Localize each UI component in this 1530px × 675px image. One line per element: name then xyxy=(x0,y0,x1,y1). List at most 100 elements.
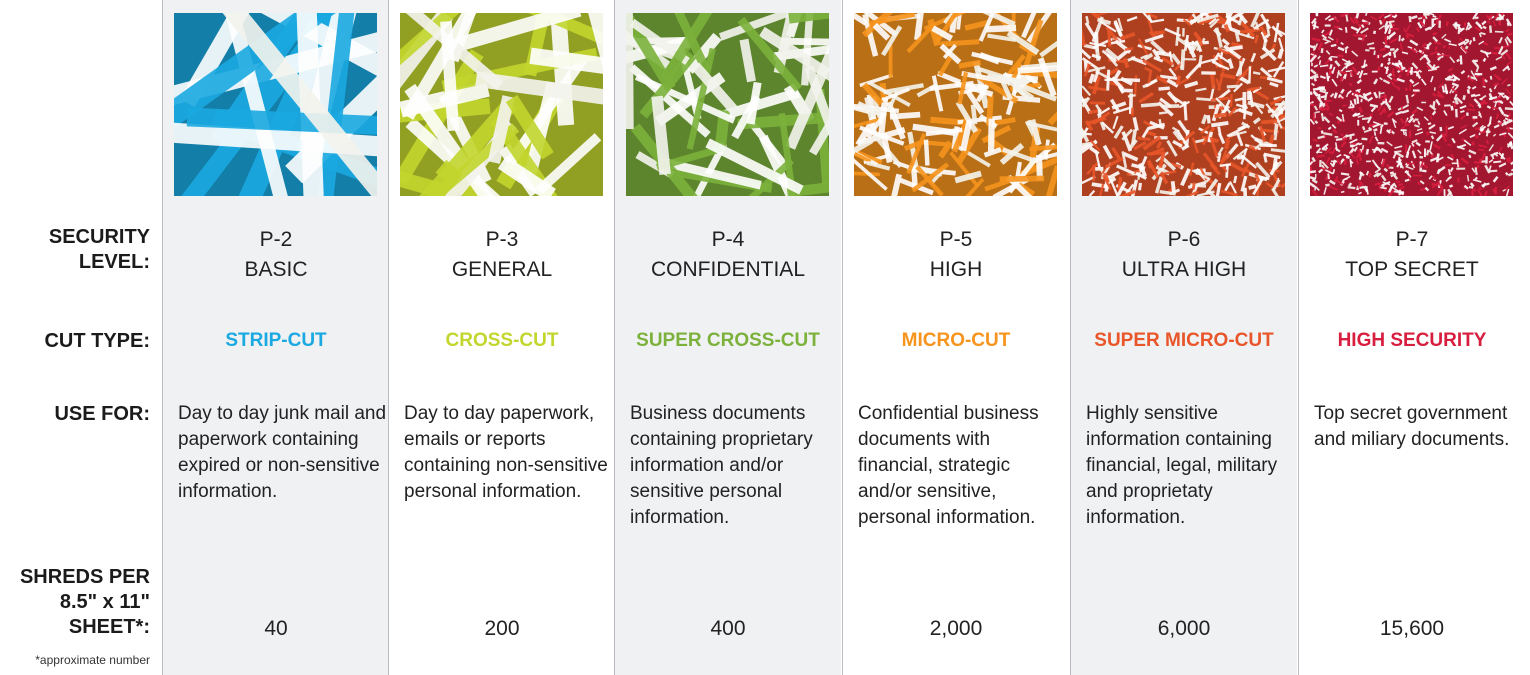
shred xyxy=(1405,24,1411,33)
shred xyxy=(1489,75,1493,80)
shred-image xyxy=(400,13,603,196)
shred xyxy=(1369,113,1374,118)
shred xyxy=(1467,85,1472,90)
shred xyxy=(588,13,603,68)
shred xyxy=(1144,34,1164,43)
shred xyxy=(1393,190,1401,194)
shred xyxy=(1409,78,1415,85)
shred xyxy=(1417,17,1423,20)
shred xyxy=(1138,38,1149,56)
shred xyxy=(1369,103,1379,108)
shreds-per-sheet: 2,000 xyxy=(929,617,983,640)
shred xyxy=(1480,155,1485,162)
shred xyxy=(1358,191,1362,195)
shred xyxy=(1325,72,1330,82)
shred xyxy=(1331,78,1338,87)
shred xyxy=(1130,179,1139,196)
shred xyxy=(1424,186,1430,192)
shred xyxy=(1378,24,1385,31)
shred xyxy=(296,13,324,196)
shred xyxy=(1479,124,1484,130)
shred xyxy=(1502,188,1507,192)
shred xyxy=(1431,65,1440,70)
shred xyxy=(1101,121,1115,134)
shred xyxy=(1349,160,1354,164)
shred xyxy=(1404,123,1410,127)
shred xyxy=(1505,185,1510,191)
shred xyxy=(1006,30,1040,56)
shred xyxy=(1437,14,1442,20)
shred-image xyxy=(174,13,377,196)
shred xyxy=(1431,110,1437,116)
shred xyxy=(1175,26,1180,46)
shred xyxy=(1226,84,1239,89)
cut-type: MICRO-CUT xyxy=(901,330,1011,351)
shred xyxy=(1488,25,1493,33)
shred xyxy=(1379,127,1383,134)
shred xyxy=(1125,183,1135,195)
shred xyxy=(1499,132,1507,136)
shred xyxy=(1409,82,1412,91)
shred xyxy=(1443,132,1448,138)
shred xyxy=(1145,130,1157,137)
shred xyxy=(1089,41,1107,48)
shred xyxy=(1482,25,1487,30)
shred xyxy=(1318,106,1324,111)
shred xyxy=(1475,66,1480,73)
shred xyxy=(1321,147,1327,151)
shred xyxy=(1310,44,1315,49)
shred xyxy=(1507,112,1512,120)
shred xyxy=(861,82,884,106)
shred xyxy=(1411,62,1419,70)
shred xyxy=(1090,140,1101,151)
shred xyxy=(1361,144,1365,151)
shred xyxy=(1397,182,1404,187)
shred xyxy=(1469,133,1476,139)
shred xyxy=(1085,15,1090,25)
shred xyxy=(1380,100,1387,106)
shred xyxy=(1425,149,1430,156)
shred xyxy=(1217,20,1226,25)
shred xyxy=(1387,189,1395,196)
shred xyxy=(1272,60,1285,78)
shred xyxy=(1117,176,1123,191)
shred xyxy=(1096,17,1112,25)
shred xyxy=(1451,86,1459,94)
shred xyxy=(1382,79,1391,85)
shred xyxy=(1361,125,1366,131)
shred xyxy=(1348,82,1353,87)
shred xyxy=(1409,39,1419,47)
shred xyxy=(1349,138,1358,144)
shred xyxy=(1410,15,1418,20)
shred xyxy=(1389,171,1395,175)
shred xyxy=(1452,23,1458,30)
shred xyxy=(1350,25,1359,32)
shred xyxy=(1332,129,1338,134)
shred xyxy=(1327,126,1332,131)
level-name: HIGH xyxy=(929,258,983,281)
shred xyxy=(1209,18,1220,29)
shred xyxy=(1471,121,1479,128)
shred xyxy=(1443,110,1448,117)
shred xyxy=(1485,139,1490,145)
shred xyxy=(1504,119,1513,125)
shred xyxy=(1393,174,1399,180)
shred-image xyxy=(854,13,1057,196)
shred xyxy=(524,81,559,175)
shred xyxy=(1082,175,1096,185)
shred xyxy=(1391,71,1396,78)
shred xyxy=(872,22,891,41)
shred xyxy=(1351,66,1359,75)
shreds-per-sheet: 6,000 xyxy=(1157,617,1211,640)
shred xyxy=(1450,153,1455,160)
shred xyxy=(1180,49,1186,71)
shred xyxy=(1493,82,1500,87)
shred xyxy=(868,81,911,107)
shreds-per-sheet: 15,600 xyxy=(1379,617,1445,640)
shred xyxy=(911,162,950,193)
shred xyxy=(222,13,377,196)
shred xyxy=(1196,36,1204,47)
shred xyxy=(981,125,1012,144)
shred xyxy=(1415,67,1420,72)
shred xyxy=(1392,119,1397,129)
